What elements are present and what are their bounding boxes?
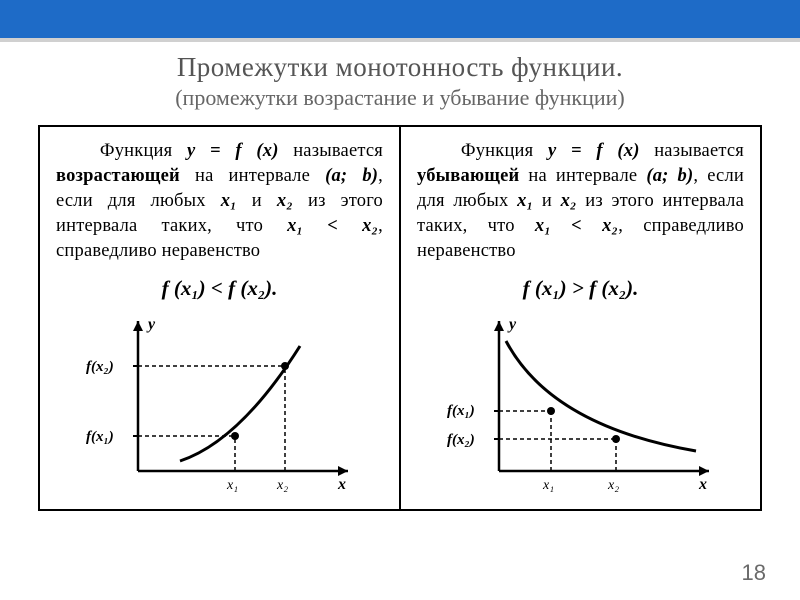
graph-increasing-svg: y x x₁ x₂ f(x₁) f(x₂) xyxy=(80,311,360,501)
title-sub: (промежутки возрастание и убывание функц… xyxy=(20,85,780,111)
definition-panels: Функция y = f (x) называется возрастающе… xyxy=(38,125,762,511)
svg-text:x₁: x₁ xyxy=(226,478,238,493)
svg-text:x: x xyxy=(698,476,707,493)
page-number: 18 xyxy=(742,560,766,586)
svg-text:f(x₁): f(x₁) xyxy=(86,429,114,445)
panel-increasing: Функция y = f (x) называется возрастающе… xyxy=(40,127,401,509)
panel-decreasing: Функция y = f (x) называется убывающей н… xyxy=(401,127,760,509)
svg-text:f(x₂): f(x₂) xyxy=(86,359,114,375)
svg-text:y: y xyxy=(146,316,156,333)
svg-text:f(x₁): f(x₁) xyxy=(447,403,475,419)
title-main: Промежутки монотонность функции. xyxy=(20,52,780,83)
header-bar xyxy=(0,0,800,42)
graph-decreasing: y x x₁ x₂ f(x₁) f(x₂) xyxy=(417,311,744,501)
graph-decreasing-svg: y x x₁ x₂ f(x₁) f(x₂) xyxy=(441,311,721,501)
graph-increasing: y x x₁ x₂ f(x₁) f(x₂) xyxy=(56,311,383,501)
formula-decreasing: f (x₁) > f (x₂). xyxy=(417,276,744,301)
svg-text:f(x₂): f(x₂) xyxy=(447,432,475,448)
svg-text:x₂: x₂ xyxy=(276,478,288,493)
definition-text-decreasing: Функция y = f (x) называется убывающей н… xyxy=(417,139,744,264)
svg-text:y: y xyxy=(507,316,517,333)
title-block: Промежутки монотонность функции. (промеж… xyxy=(0,42,800,119)
svg-text:x₂: x₂ xyxy=(607,478,619,493)
svg-text:x₁: x₁ xyxy=(542,478,554,493)
formula-increasing: f (x₁) < f (x₂). xyxy=(56,276,383,301)
definition-text-increasing: Функция y = f (x) называется возрастающе… xyxy=(56,139,383,264)
svg-text:x: x xyxy=(337,476,346,493)
